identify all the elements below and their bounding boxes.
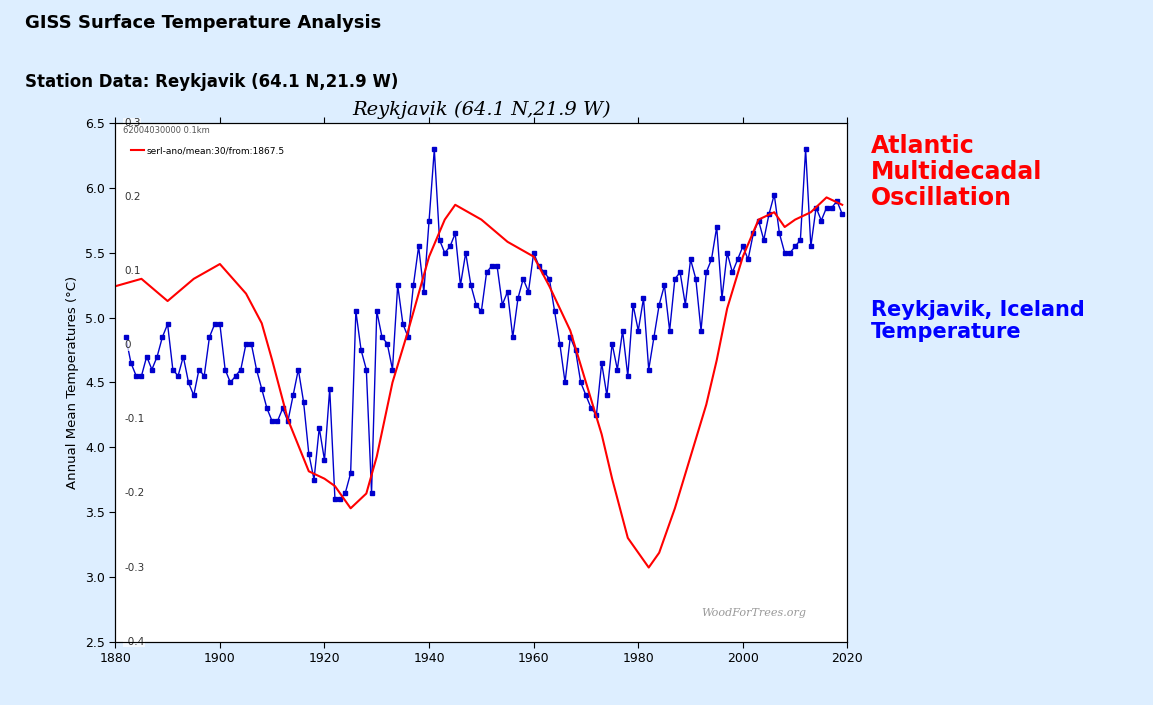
Text: -0.3: -0.3 bbox=[125, 563, 144, 572]
Text: -0.4: -0.4 bbox=[125, 637, 144, 646]
Text: -0.2: -0.2 bbox=[125, 489, 144, 498]
Text: Reykjavik, Iceland
Temperature: Reykjavik, Iceland Temperature bbox=[871, 300, 1084, 342]
Text: -0.1: -0.1 bbox=[125, 415, 144, 424]
Text: GISS Surface Temperature Analysis: GISS Surface Temperature Analysis bbox=[25, 14, 382, 32]
Text: 0.2: 0.2 bbox=[125, 192, 141, 202]
Text: 62004030000 0.1km: 62004030000 0.1km bbox=[122, 126, 210, 135]
Text: Station Data: Reykjavik (64.1 N,21.9 W): Station Data: Reykjavik (64.1 N,21.9 W) bbox=[25, 73, 399, 91]
Text: 0.1: 0.1 bbox=[125, 266, 141, 276]
Legend: serl-ano/mean:30/from:1867.5: serl-ano/mean:30/from:1867.5 bbox=[127, 142, 288, 159]
Text: 0.3: 0.3 bbox=[125, 118, 141, 128]
Title: Reykjavik (64.1 N,21.9 W): Reykjavik (64.1 N,21.9 W) bbox=[352, 101, 611, 119]
Text: WoodForTrees.org: WoodForTrees.org bbox=[701, 608, 806, 618]
Text: Atlantic
Multidecadal
Oscillation: Atlantic Multidecadal Oscillation bbox=[871, 134, 1042, 210]
Y-axis label: Annual Mean Temperatures (°C): Annual Mean Temperatures (°C) bbox=[67, 276, 80, 489]
Text: 0: 0 bbox=[125, 341, 130, 350]
